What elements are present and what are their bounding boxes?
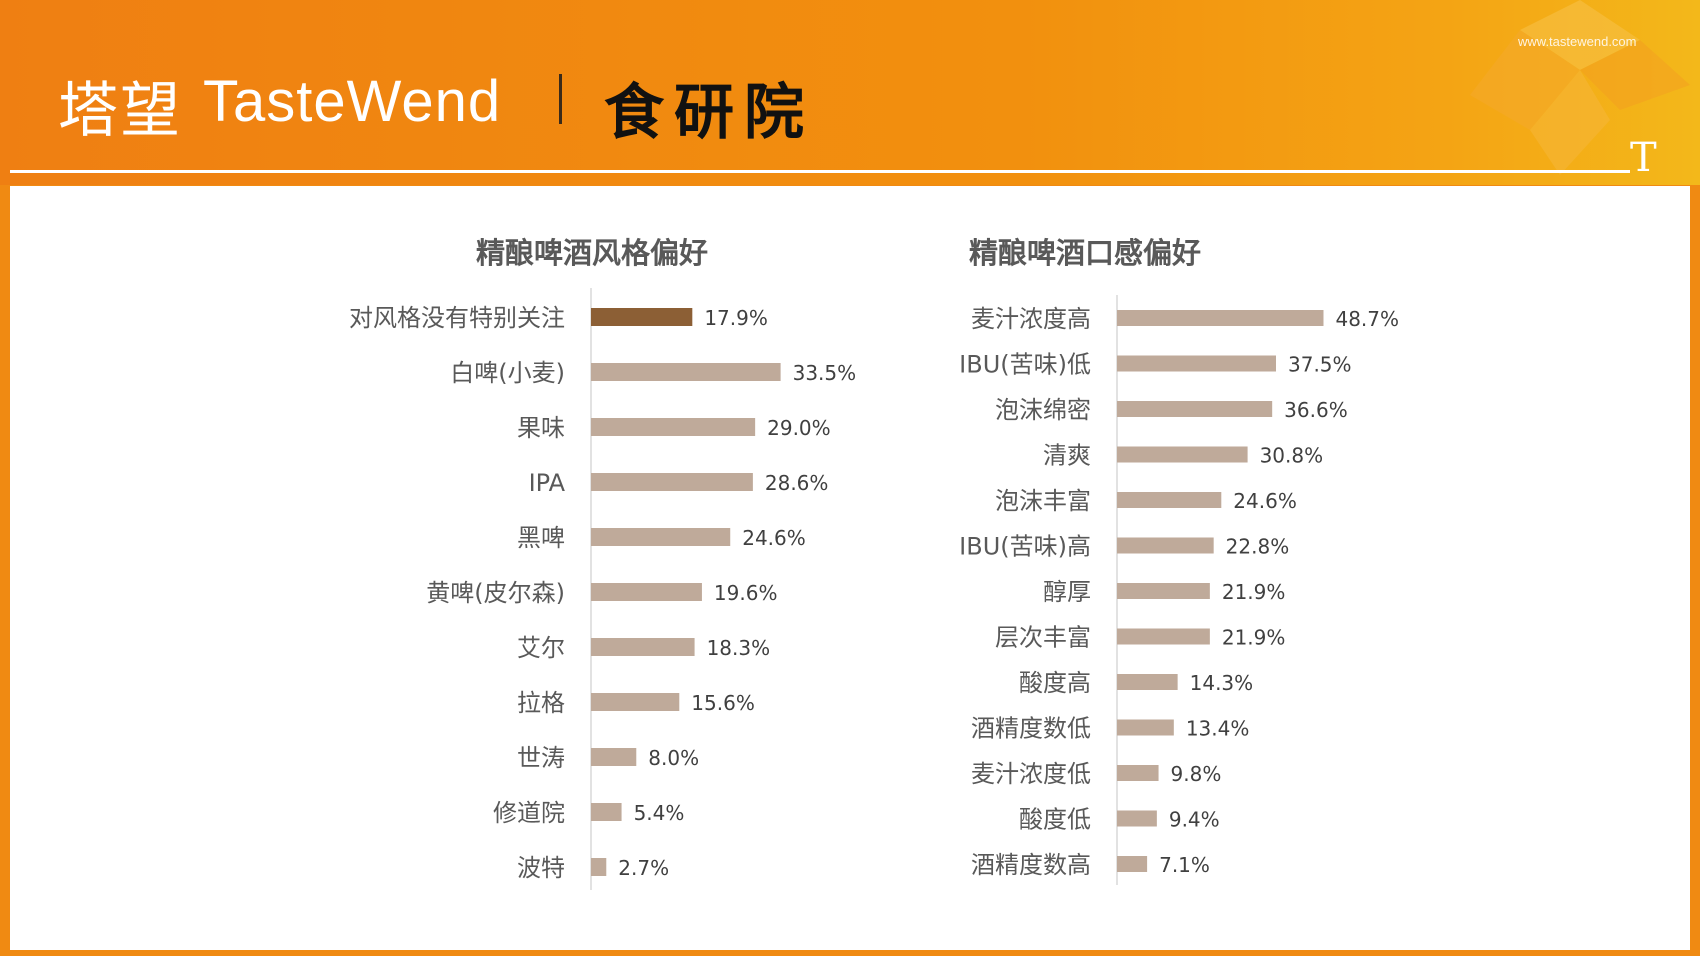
chart-taste-category-label: 麦汁浓度高 xyxy=(971,305,1091,333)
chart-style-bar xyxy=(591,858,607,876)
chart-taste-value-label: 30.8% xyxy=(1260,444,1324,468)
chart-taste-category-label: 酒精度数高 xyxy=(971,851,1091,879)
chart-taste-bar xyxy=(1117,583,1210,599)
chart-title-style-preference: 精酿啤酒风格偏好 xyxy=(476,236,709,270)
chart-taste-value-label: 9.8% xyxy=(1171,762,1222,786)
chart-style-value-label: 28.6% xyxy=(765,471,829,495)
chart-style-value-label: 24.6% xyxy=(742,526,806,550)
chart-taste-category-label: IBU(苦味)高 xyxy=(959,533,1091,561)
chart-taste-category-label: 麦汁浓度低 xyxy=(971,760,1091,788)
chart-style-bar xyxy=(591,308,693,326)
chart-style-value-label: 18.3% xyxy=(707,636,771,660)
chart-taste-bar xyxy=(1117,401,1273,417)
chart-taste-category-label: 泡沫绵密 xyxy=(995,396,1091,424)
chart-taste-bar xyxy=(1117,446,1248,463)
header-banner: 塔望 TasteWend 食研院 www.tastewend.com T xyxy=(0,0,1700,185)
chart-style-bar xyxy=(591,363,781,381)
chart-style-bar xyxy=(591,583,702,601)
chart-taste-bar xyxy=(1117,492,1222,508)
chart-style-category-label: 白啤(小麦) xyxy=(450,359,565,387)
chart-style-value-label: 5.4% xyxy=(634,801,685,825)
chart-taste-bar xyxy=(1117,810,1157,827)
chart-style-bar xyxy=(591,693,680,711)
chart-style-category-label: IPA xyxy=(529,469,566,497)
chart-taste-value-label: 48.7% xyxy=(1335,307,1399,331)
chart-style-bar xyxy=(591,473,753,491)
chart-style-value-label: 19.6% xyxy=(714,581,778,605)
chart-style-category-label: 艾尔 xyxy=(517,634,565,662)
chart-taste-value-label: 7.1% xyxy=(1159,853,1210,877)
chart-taste-value-label: 14.3% xyxy=(1190,671,1254,695)
brand-subtitle: 食研院 xyxy=(604,78,814,148)
chart-title-taste-preference: 精酿啤酒口感偏好 xyxy=(969,236,1202,270)
website-link[interactable]: www.tastewend.com xyxy=(1518,34,1637,49)
chart-taste-value-label: 9.4% xyxy=(1169,808,1220,832)
content-panel xyxy=(10,186,1690,950)
chart-taste-category-label: 酒精度数低 xyxy=(971,715,1091,743)
chart-taste-category-label: 酸度低 xyxy=(1019,806,1091,834)
chart-taste-category-label: 酸度高 xyxy=(1019,669,1091,697)
brand-logo-chinese: 塔望 xyxy=(58,76,182,146)
chart-style-category-label: 对风格没有特别关注 xyxy=(349,304,565,332)
chart-taste-value-label: 21.9% xyxy=(1222,580,1286,604)
chart-taste-bar xyxy=(1117,310,1324,326)
chart-taste-value-label: 24.6% xyxy=(1233,489,1297,513)
chart-taste-category-label: 醇厚 xyxy=(1043,578,1091,606)
corner-letter: T xyxy=(1630,135,1657,181)
chart-taste-value-label: 22.8% xyxy=(1226,535,1290,559)
chart-style-bar xyxy=(591,638,695,656)
chart-taste-value-label: 21.9% xyxy=(1222,626,1286,650)
chart-style-bar xyxy=(591,803,622,821)
chart-style-category-label: 黄啤(皮尔森) xyxy=(426,579,565,607)
logo-mark-decoration xyxy=(1470,0,1690,175)
chart-style-value-label: 29.0% xyxy=(767,416,831,440)
chart-style-value-label: 33.5% xyxy=(793,361,857,385)
chart-style-value-label: 15.6% xyxy=(691,691,755,715)
header-rule xyxy=(10,170,1630,173)
chart-style-bar xyxy=(591,748,637,766)
chart-style-category-label: 果味 xyxy=(517,414,565,442)
chart-style-category-label: 黑啤 xyxy=(517,524,565,552)
chart-taste-value-label: 37.5% xyxy=(1288,353,1352,377)
chart-taste-category-label: 层次丰富 xyxy=(995,624,1091,652)
chart-style-category-label: 波特 xyxy=(517,854,565,882)
chart-style-value-label: 17.9% xyxy=(704,306,768,330)
chart-style-bar xyxy=(591,418,756,436)
chart-taste-bar xyxy=(1117,719,1174,736)
chart-taste-category-label: 泡沫丰富 xyxy=(995,487,1091,515)
brand-logo-english: TasteWend xyxy=(203,69,502,134)
chart-taste-category-label: 清爽 xyxy=(1043,442,1091,470)
chart-taste-bar xyxy=(1117,537,1214,554)
chart-taste-value-label: 13.4% xyxy=(1186,717,1250,741)
chart-taste-bar xyxy=(1117,674,1178,690)
chart-style-value-label: 8.0% xyxy=(648,746,699,770)
chart-style-value-label: 2.7% xyxy=(618,856,669,880)
chart-taste-bar xyxy=(1117,355,1276,372)
brand-divider xyxy=(559,74,562,124)
chart-style-bar xyxy=(591,528,731,546)
chart-taste-category-label: IBU(苦味)低 xyxy=(959,351,1091,379)
chart-taste-bar xyxy=(1117,628,1210,645)
chart-style-category-label: 修道院 xyxy=(493,799,565,827)
chart-taste-bar xyxy=(1117,765,1159,781)
chart-style-category-label: 世涛 xyxy=(517,744,565,772)
chart-taste-value-label: 36.6% xyxy=(1284,398,1348,422)
chart-style-category-label: 拉格 xyxy=(517,689,565,717)
chart-taste-bar xyxy=(1117,856,1148,872)
